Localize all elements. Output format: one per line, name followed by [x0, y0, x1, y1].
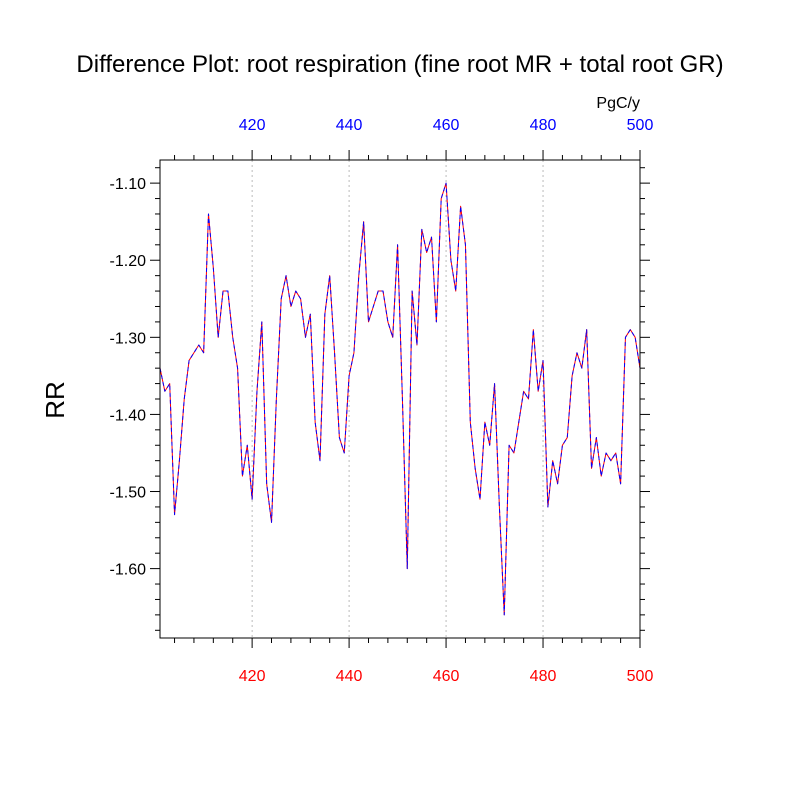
- top-x-tick-label: 460: [433, 117, 460, 134]
- bottom-x-tick-label: 460: [433, 668, 460, 685]
- top-x-tick-label: 420: [239, 117, 266, 134]
- top-x-tick-label: 480: [530, 117, 557, 134]
- y-tick-label: -1.40: [110, 407, 147, 424]
- series-line-1: [159, 182, 641, 616]
- y-tick-label: -1.30: [110, 330, 147, 347]
- units-label: PgC/y: [596, 95, 640, 112]
- top-x-tick-label: 500: [627, 117, 654, 134]
- top-x-tick-labels: 420 440 460 480 500: [239, 117, 654, 134]
- y-tick-labels: -1.60 -1.50 -1.40 -1.30 -1.20 -1.10: [110, 176, 147, 578]
- y-tick-label: -1.20: [110, 253, 147, 270]
- y-axis-label: RR: [40, 381, 70, 419]
- series-lines: [159, 182, 641, 616]
- bottom-x-tick-label: 500: [627, 668, 654, 685]
- series-line-2: [159, 182, 641, 616]
- y-tick-label: -1.60: [110, 562, 147, 579]
- y-tick-label: -1.10: [110, 176, 147, 193]
- y-tick-label: -1.50: [110, 485, 147, 502]
- vertical-grid: [251, 160, 544, 638]
- top-x-tick-label: 440: [336, 117, 363, 134]
- bottom-x-tick-label: 480: [530, 668, 557, 685]
- bottom-x-tick-label: 440: [336, 668, 363, 685]
- plot-frame: [159, 159, 641, 639]
- axis-ticks: [150, 150, 650, 648]
- bottom-x-tick-labels: 420 440 460 480 500: [239, 668, 654, 685]
- chart-title: Difference Plot: root respiration (fine …: [76, 51, 723, 78]
- bottom-x-tick-label: 420: [239, 668, 266, 685]
